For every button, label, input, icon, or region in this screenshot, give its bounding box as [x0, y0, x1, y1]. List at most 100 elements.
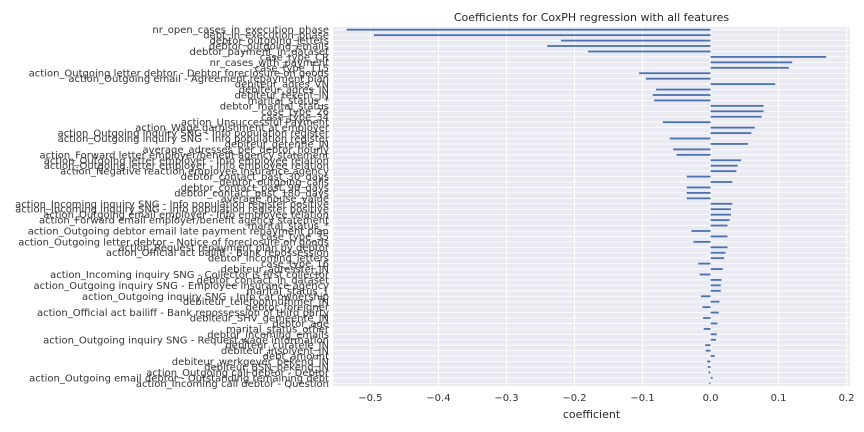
bar	[710, 289, 721, 292]
bar	[710, 126, 755, 129]
category-label: action_Incoming inquiry SNG - Info popul…	[15, 199, 329, 210]
bar	[686, 186, 711, 189]
category-label: debiteur_tekent_JN	[235, 90, 330, 101]
category-label: action_Incoming inquiry SNG - Collector …	[50, 270, 330, 281]
bar	[710, 251, 726, 254]
category-label: action_Negative reaction employee insura…	[60, 167, 329, 178]
category-label: action_Official act bailiff - Bank repos…	[106, 248, 329, 259]
bar	[673, 148, 711, 151]
bar	[710, 219, 730, 221]
bar	[686, 197, 711, 200]
category-label: case_type_16	[261, 259, 329, 270]
category-label: debtor_outgoing_letters	[209, 36, 329, 47]
bar	[588, 50, 711, 53]
x-tick-label: 0.0	[703, 393, 719, 404]
bar	[676, 153, 711, 156]
category-label: debiteur_adres_VN	[235, 80, 329, 91]
category-label: debtor_contact_past_180_days	[174, 188, 329, 199]
plot-background	[333, 27, 850, 386]
bar	[705, 344, 711, 347]
category-label: debiteur_detentie_JN	[225, 139, 329, 150]
x-axis-label: coefficient	[563, 408, 621, 421]
bar	[710, 132, 752, 134]
category-label: debtor_age	[272, 319, 329, 330]
bar	[701, 295, 711, 298]
bar	[710, 338, 716, 341]
bar	[710, 268, 723, 270]
category-label: debiteur_adresstel_JN	[221, 265, 329, 276]
bar	[710, 246, 728, 249]
bar	[710, 164, 738, 167]
category-label: average_adresses_per_debtor_hourly	[143, 145, 330, 156]
category-label: action_Outgoing inquiry SNG - Info popul…	[58, 134, 330, 145]
category-label: action_Outgoing email employer - Info em…	[43, 210, 329, 221]
category-label: action_Forward letter employer/benefit a…	[39, 150, 329, 161]
x-tick-label: −0.2	[562, 393, 586, 404]
category-label: debiteur_SHV_gemeente_JN	[190, 314, 329, 325]
bar	[373, 34, 711, 37]
category-label: action_Outgoing letter employer - Info e…	[44, 156, 329, 167]
bar	[710, 110, 764, 113]
bar	[645, 77, 711, 80]
bar	[707, 366, 711, 368]
category-label: debiteur_curatele_JN	[225, 341, 329, 352]
category-label: nr_cases_with_payment	[210, 58, 329, 69]
bar	[662, 121, 711, 124]
bar	[710, 170, 737, 173]
bar	[705, 349, 711, 352]
bar	[708, 371, 711, 374]
bar	[710, 376, 713, 379]
category-label: case_type_CR	[260, 52, 329, 63]
category-label: action_Outgoing call debtor - Debtor	[146, 368, 330, 379]
bar	[710, 104, 764, 107]
category-label: action_Outgoing debtor email late paymen…	[28, 226, 329, 237]
bar	[710, 257, 725, 260]
category-label: action_Official act bailiff - Bank repos…	[37, 308, 329, 319]
category-label: action_Outgoing inquiry SNG - Request wa…	[43, 335, 329, 346]
category-labels: nr_open_cases_in_execution_phasedebt_in_…	[15, 25, 330, 390]
bar	[560, 39, 711, 42]
bar	[710, 143, 748, 145]
bar	[710, 279, 722, 281]
category-label: action_Outgoing email debtor - Outstandi…	[29, 373, 329, 384]
bar	[654, 99, 711, 102]
bars	[346, 28, 827, 385]
bar	[710, 208, 731, 211]
bar	[710, 224, 728, 227]
x-tick-label: −0.4	[426, 393, 450, 404]
bar	[686, 192, 711, 194]
bar	[710, 333, 717, 336]
category-label: marital_status_*	[248, 221, 329, 232]
category-label: marital_status_1	[246, 286, 329, 297]
bar	[710, 213, 731, 216]
category-label: action_Outgoing email - Agreement repaym…	[68, 74, 329, 85]
category-label: action_Incoming inquiry SNG - Info popul…	[15, 205, 329, 216]
bar	[710, 322, 718, 325]
category-label: action_Request repayment plan by debtor	[118, 243, 329, 254]
category-label: action_Outgoing letter debtor - Notice o…	[18, 237, 329, 248]
bar	[693, 240, 711, 243]
bar	[710, 66, 789, 69]
bar	[710, 61, 793, 64]
bar	[547, 45, 711, 47]
category-label: debtor_incoming_letters	[208, 254, 329, 265]
bar	[707, 360, 711, 363]
chart-title: Coefficients for CoxPH regression with a…	[454, 11, 729, 24]
category-label: marital_status_*	[248, 96, 329, 107]
category-label: case_type_34	[261, 112, 329, 123]
bar	[669, 137, 711, 140]
x-tick-label: −0.3	[494, 393, 518, 404]
category-label: debiteur_adres_IN	[239, 85, 329, 96]
category-label: average_house_value	[221, 194, 329, 205]
category-label: debtor_contact_in_dataset	[197, 275, 329, 286]
bar	[710, 284, 721, 287]
bar	[710, 311, 719, 314]
category-label: case_type_26	[261, 107, 329, 118]
category-label: debtor_outgoing_calls	[219, 178, 329, 189]
bar	[686, 175, 711, 178]
category-label: action_Forward email employer/benefit ag…	[39, 216, 329, 227]
bar	[710, 83, 776, 86]
category-label: debtor_contact_past_90_days	[181, 183, 329, 194]
